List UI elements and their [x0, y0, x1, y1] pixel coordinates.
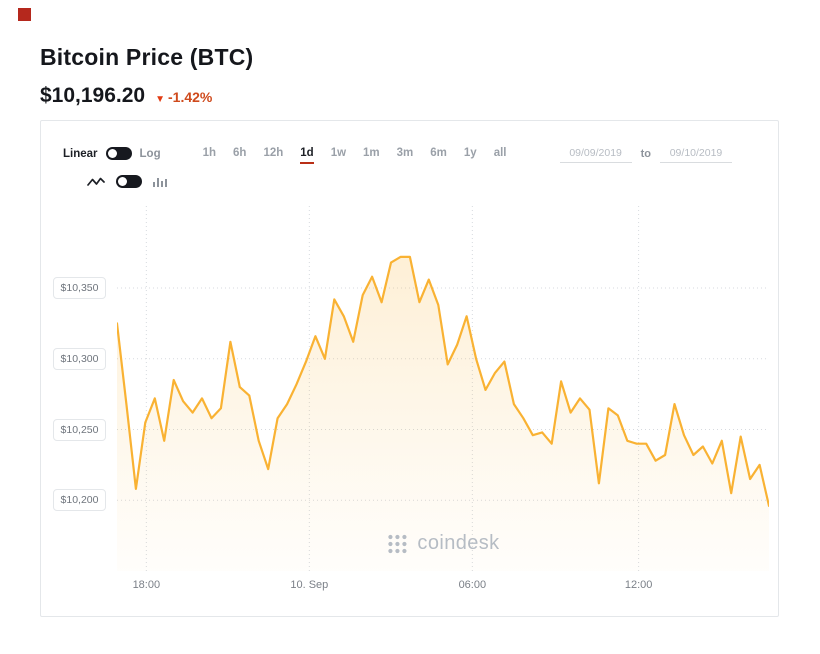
- x-axis-label: 10. Sep: [290, 579, 329, 591]
- linear-label[interactable]: Linear: [63, 147, 98, 160]
- x-axis-label: 06:00: [458, 579, 487, 591]
- y-axis-label: $10,200: [53, 489, 106, 512]
- range-button-12h[interactable]: 12h: [263, 147, 284, 159]
- page-title: Bitcoin Price (BTC): [40, 44, 254, 70]
- date-to-input[interactable]: 09/10/2019: [660, 147, 732, 163]
- line-chart-type-icon[interactable]: [87, 176, 105, 188]
- range-button-1h[interactable]: 1h: [202, 147, 217, 159]
- price-change-percent: -1.42%: [168, 89, 213, 105]
- toggle-knob: [118, 177, 127, 186]
- chart-controls-row: Linear Log 1h 6h 12h 1d 1w 1m 3m 6m 1y a…: [63, 147, 762, 164]
- range-button-6m[interactable]: 6m: [430, 147, 447, 159]
- scale-toggle[interactable]: [105, 147, 132, 160]
- range-button-1w[interactable]: 1w: [330, 147, 347, 159]
- y-axis-label: $10,300: [53, 347, 106, 370]
- chart-type-toggle[interactable]: [116, 175, 142, 188]
- coindesk-logo-icon: [388, 534, 407, 553]
- range-button-1y[interactable]: 1y: [463, 147, 477, 159]
- chart-type-switch-group: [87, 175, 168, 188]
- range-button-3m[interactable]: 3m: [396, 147, 414, 159]
- date-range-group: 09/09/2019 to 09/10/2019: [559, 147, 762, 163]
- chart-card: Linear Log 1h 6h 12h 1d 1w 1m 3m 6m 1y a…: [40, 120, 779, 617]
- current-price: $10,196.20: [40, 84, 146, 107]
- range-button-1d[interactable]: 1d: [300, 147, 314, 164]
- scale-switch-group: Linear Log: [63, 147, 161, 160]
- date-range-to-label: to: [640, 148, 651, 160]
- range-button-6h[interactable]: 6h: [233, 147, 247, 159]
- price-change-badge: ▼ -1.42%: [155, 89, 212, 105]
- chart-plot-area: coindesk: [117, 206, 769, 571]
- range-button-1m[interactable]: 1m: [363, 147, 380, 159]
- down-triangle-icon: ▼: [155, 94, 166, 105]
- x-axis-label: 18:00: [132, 579, 161, 591]
- toggle-knob: [107, 149, 117, 158]
- coindesk-wordmark: coindesk: [417, 532, 500, 554]
- x-axis-label: 12:00: [624, 579, 653, 591]
- price-chart-svg[interactable]: [117, 206, 769, 571]
- price-row: $10,196.20 ▼ -1.42%: [40, 84, 212, 108]
- range-buttons: 1h 6h 12h 1d 1w 1m 3m 6m 1y all: [203, 147, 507, 164]
- range-button-all[interactable]: all: [493, 147, 507, 159]
- log-label[interactable]: Log: [139, 147, 161, 160]
- coindesk-watermark: coindesk: [386, 532, 499, 555]
- y-axis-label: $10,350: [53, 277, 106, 300]
- red-square-mark: [18, 8, 31, 21]
- y-axis-label: $10,250: [53, 418, 106, 441]
- date-from-input[interactable]: 09/09/2019: [559, 147, 632, 163]
- bar-chart-type-icon[interactable]: [153, 176, 168, 188]
